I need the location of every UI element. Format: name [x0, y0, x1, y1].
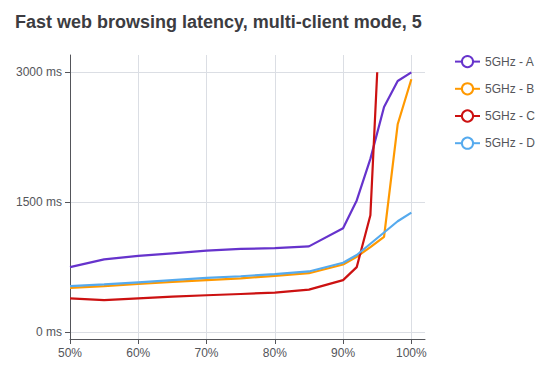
svg-text:70%: 70% [195, 346, 219, 360]
svg-text:5GHz - A: 5GHz - A [485, 55, 534, 69]
svg-text:3000 ms: 3000 ms [16, 65, 62, 79]
svg-text:5GHz - B: 5GHz - B [485, 82, 534, 96]
svg-text:90%: 90% [331, 346, 355, 360]
svg-text:5GHz - C: 5GHz - C [485, 109, 535, 123]
svg-text:1500 ms: 1500 ms [16, 195, 62, 209]
svg-text:80%: 80% [263, 346, 287, 360]
svg-text:100%: 100% [396, 346, 427, 360]
svg-text:0 ms: 0 ms [36, 325, 62, 339]
svg-text:5GHz - D: 5GHz - D [485, 136, 535, 150]
svg-text:Fast web browsing latency, mul: Fast web browsing latency, multi-client … [15, 12, 422, 32]
svg-text:50%: 50% [58, 346, 82, 360]
svg-text:60%: 60% [126, 346, 150, 360]
